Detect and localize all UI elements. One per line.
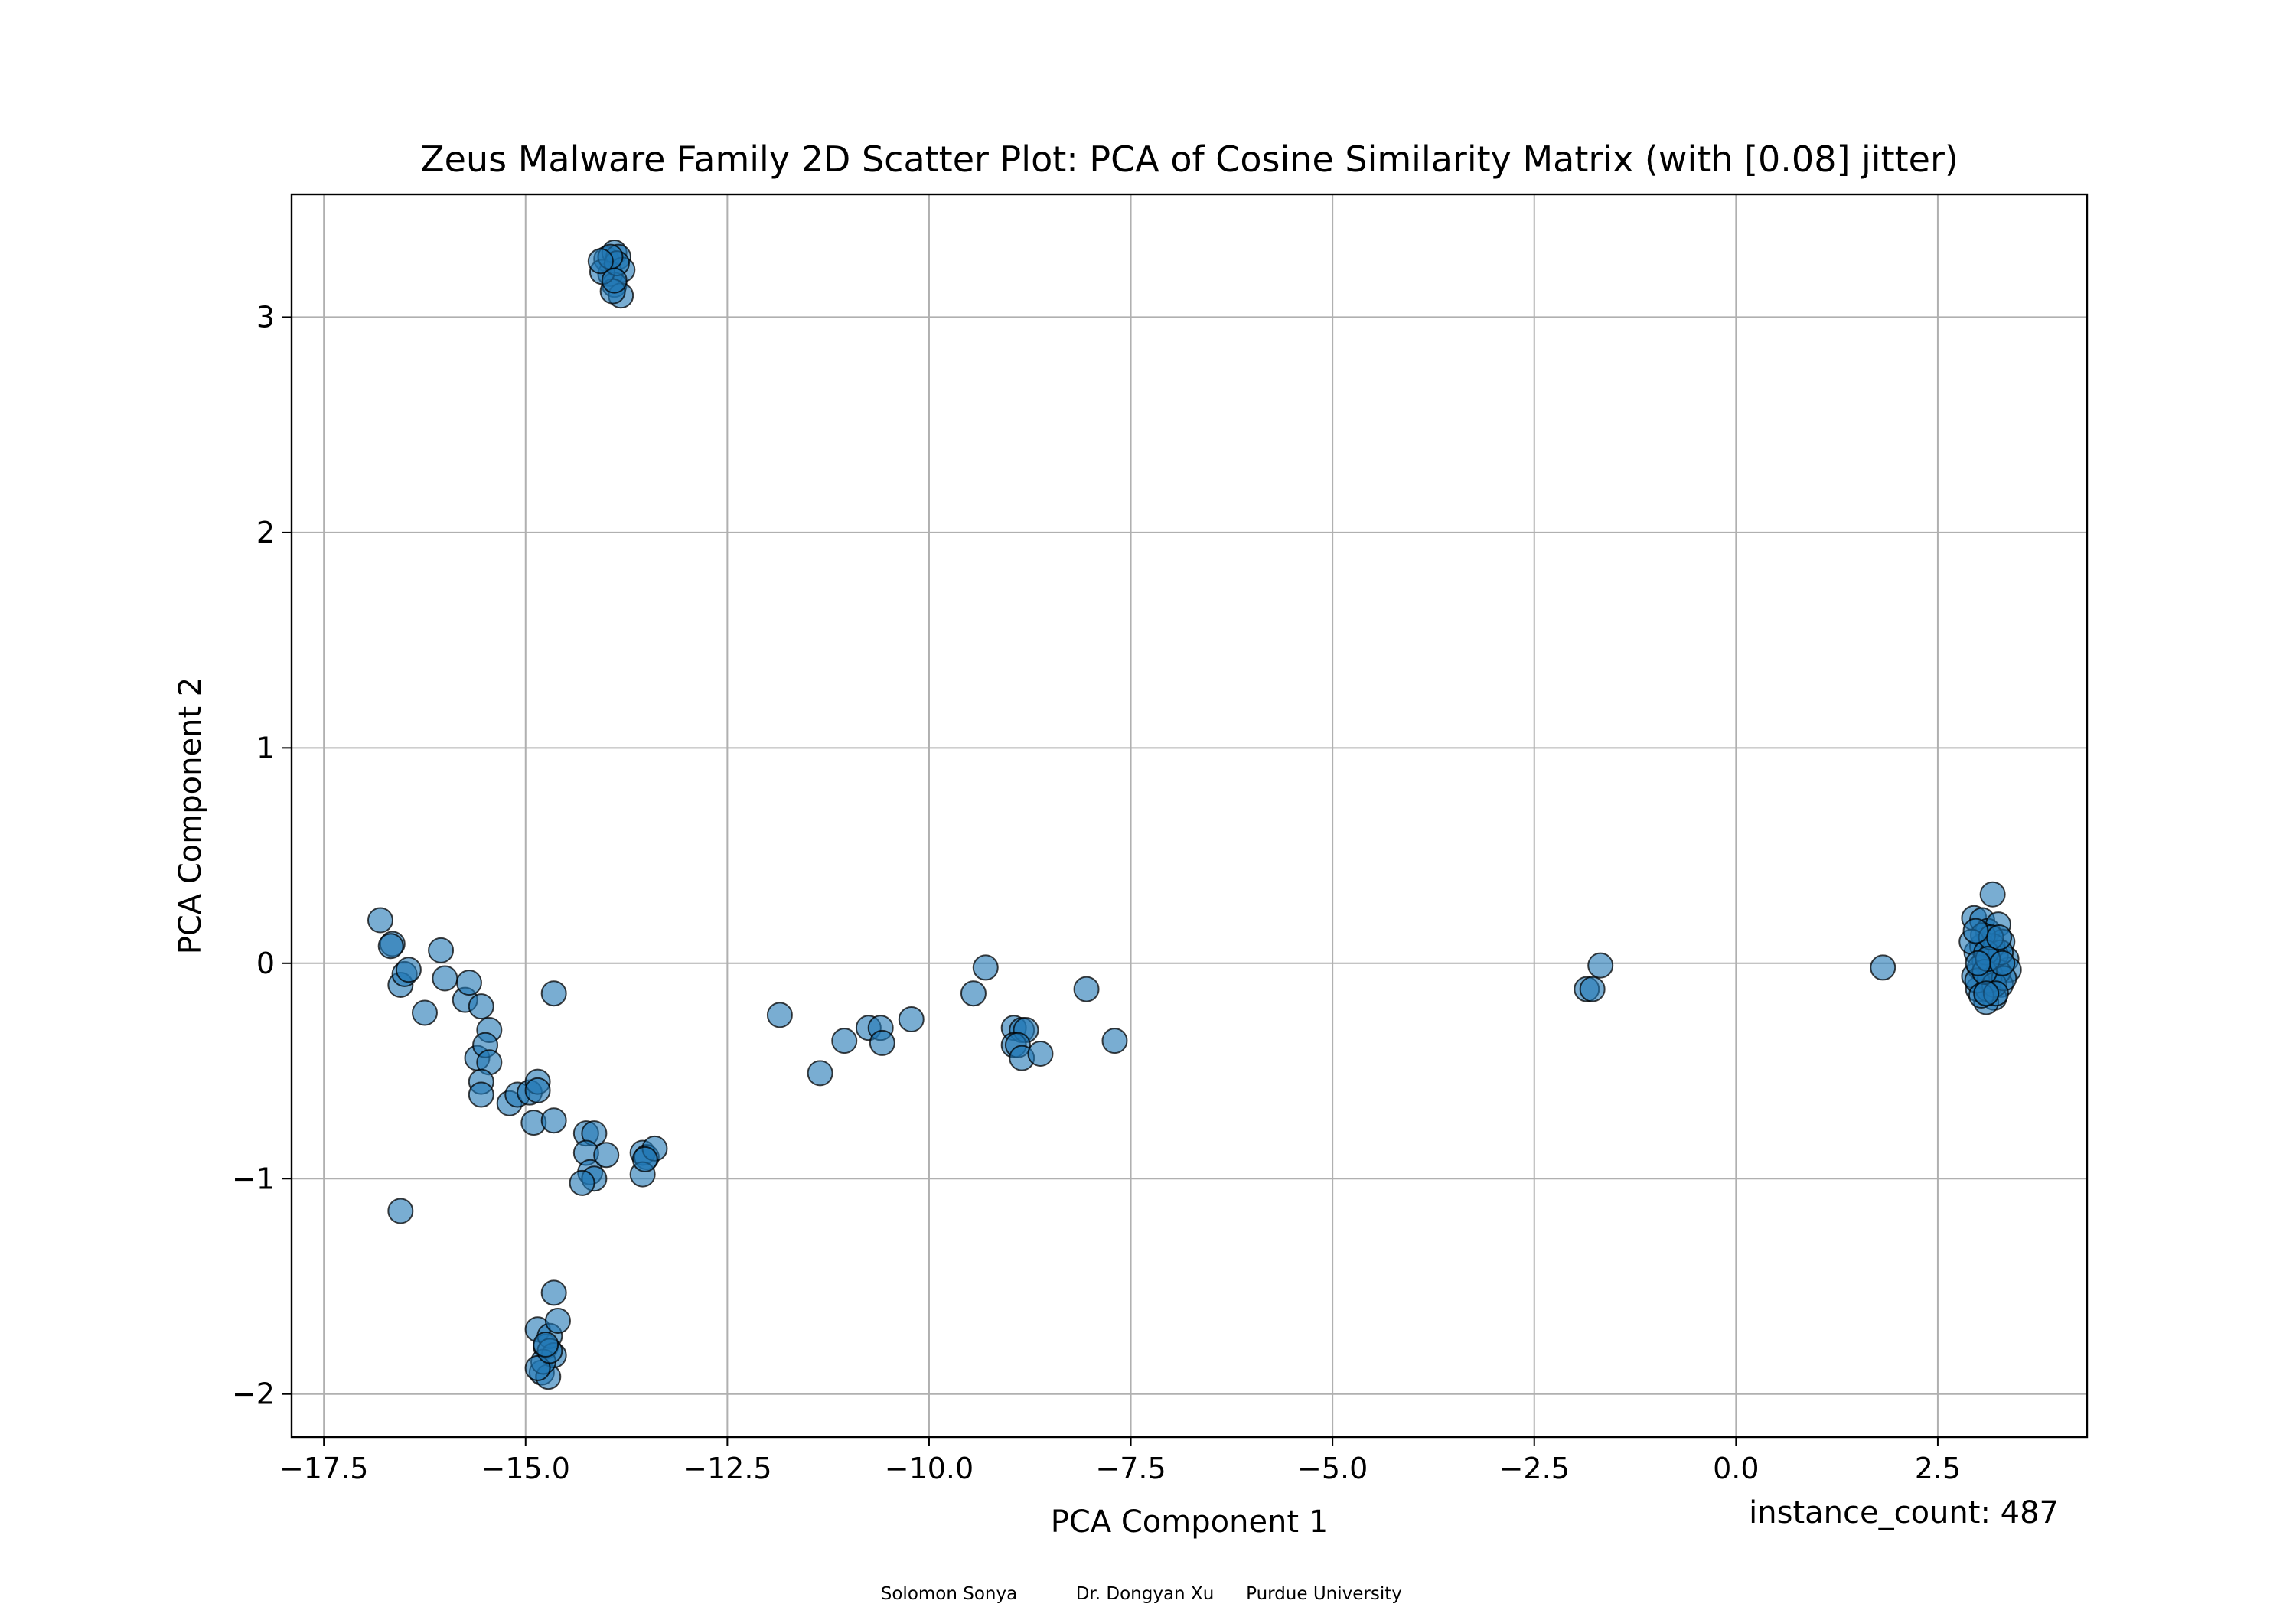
footer-affiliation: Purdue University — [1246, 1584, 1402, 1604]
x-tick-label: −7.5 — [1095, 1452, 1166, 1485]
scatter-point — [540, 1107, 567, 1134]
scatter-point — [411, 999, 438, 1026]
scatter-point — [428, 937, 455, 963]
scatter-point — [367, 907, 393, 934]
scatter-point — [540, 980, 567, 1007]
axis-ticks: −17.5 −15.0 −12.5 −10.0 −7.5 −5.0 −2.5 0.0 2.5 −2… — [232, 300, 1961, 1485]
y-tick-label: 1 — [256, 731, 275, 764]
scatter-point — [544, 1308, 571, 1335]
scatter-point — [1073, 976, 1100, 1002]
x-tick-label: −10.0 — [885, 1452, 974, 1485]
x-tick-label: −12.5 — [683, 1452, 771, 1485]
scatter-point — [831, 1028, 858, 1054]
footer-author-2: Dr. Dongyan Xu — [1076, 1584, 1215, 1604]
scatter-point — [1989, 950, 2016, 976]
y-tick-label: 2 — [256, 516, 275, 549]
scatter-point — [1962, 918, 1989, 944]
scatter-point — [1986, 924, 2013, 951]
chart-title: Zeus Malware Family 2D Scatter Plot: PCA… — [420, 139, 1958, 180]
scatter-point — [533, 1331, 559, 1358]
scatter-point — [468, 1081, 494, 1108]
scatter-point — [432, 965, 458, 992]
scatter-point — [766, 1002, 793, 1028]
scatter-point — [540, 1279, 567, 1306]
scatter-point — [1101, 1028, 1128, 1054]
scatter-point — [898, 1006, 925, 1032]
scatter-point — [524, 1077, 551, 1103]
y-tick-label: 3 — [256, 300, 275, 334]
scatter-point — [972, 954, 999, 981]
scatter-point — [601, 267, 628, 294]
x-axis-label: PCA Component 1 — [1051, 1504, 1329, 1540]
scatter-point — [455, 970, 482, 996]
x-tick-label: 0.0 — [1713, 1452, 1759, 1485]
scatter-point — [593, 1142, 620, 1169]
y-tick-label: −1 — [232, 1162, 275, 1195]
scatter-point — [1579, 976, 1606, 1002]
y-tick-label: 0 — [256, 947, 275, 980]
scatter-point — [468, 993, 494, 1020]
footer-author-1: Solomon Sonya — [881, 1584, 1017, 1604]
scatter-point — [569, 1169, 595, 1196]
scatter-point — [1979, 881, 2006, 908]
x-tick-label: −5.0 — [1297, 1452, 1368, 1485]
y-axis-label: PCA Component 2 — [173, 677, 208, 955]
x-tick-label: −15.0 — [481, 1452, 570, 1485]
scatter-point — [377, 933, 404, 960]
scatter-point — [631, 1146, 658, 1172]
x-tick-label: −2.5 — [1499, 1452, 1570, 1485]
instance-count-annotation: instance_count: 487 — [1749, 1495, 2059, 1530]
scatter-point — [807, 1060, 833, 1087]
scatter-point — [395, 957, 422, 983]
scatter-point — [587, 248, 614, 275]
scatter-point — [1973, 980, 2000, 1007]
plot-area-frame — [290, 193, 2089, 1439]
scatter-point — [1965, 950, 1991, 976]
x-tick-label: 2.5 — [1915, 1452, 1961, 1485]
scatter-point — [960, 980, 987, 1007]
scatter-point — [387, 1198, 414, 1224]
data-points — [367, 239, 2022, 1390]
scatter-point — [1870, 954, 1896, 981]
y-tick-label: −2 — [232, 1377, 275, 1411]
scatter-point — [1027, 1041, 1054, 1068]
scatter-point — [1587, 952, 1614, 979]
scatter-point — [869, 1029, 895, 1056]
x-tick-label: −17.5 — [279, 1452, 368, 1485]
